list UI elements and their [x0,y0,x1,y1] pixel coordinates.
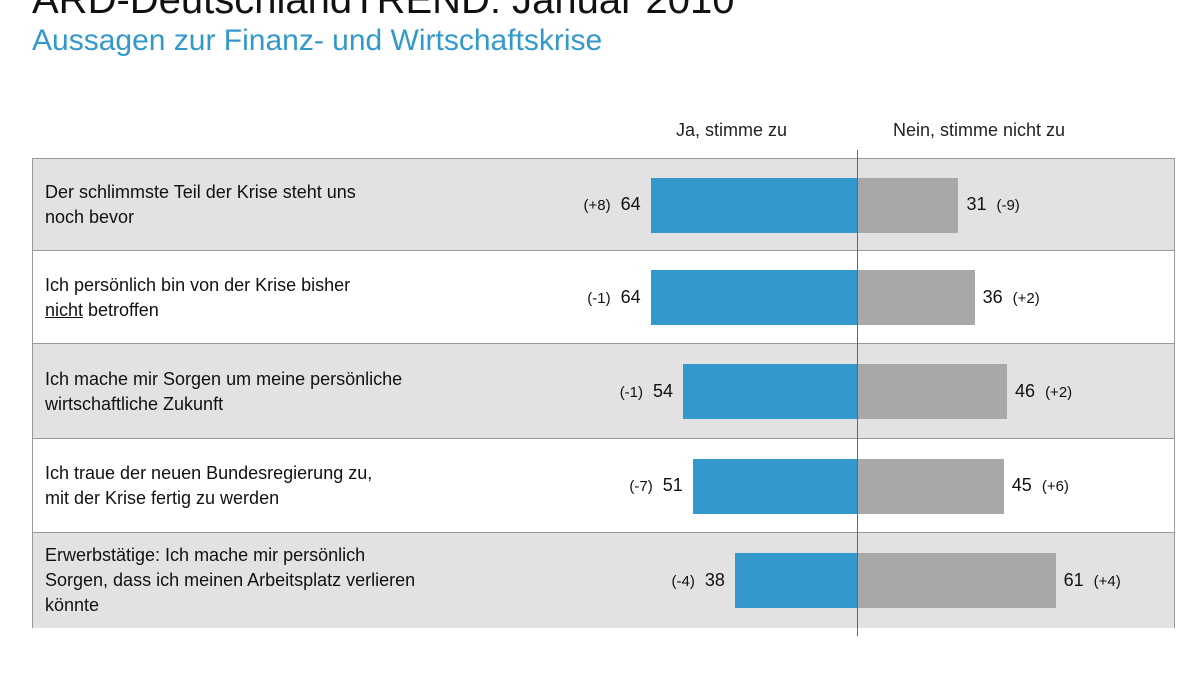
value-label-yes: (-7) 51 [629,475,683,495]
row-label: Ich mache mir Sorgen um meine persönlich… [45,368,403,414]
value-label-no: 45 (+6) [1011,475,1069,495]
bar-yes [683,364,858,419]
bar-no [858,458,1004,514]
value-label-no: 61 (+4) [1063,569,1121,590]
bar-no [858,177,959,233]
row-label: Der schlimmste Teil der Krise steht uns n… [45,182,356,227]
value-label-no: 36 (+2) [982,286,1040,307]
bar-yes [650,270,858,325]
value-label-yes: (-4) 38 [671,569,725,590]
chart-table: Der schlimmste Teil der Krise steht uns n… [32,158,1175,628]
chart-subtitle: Aussagen zur Finanz- und Wirtschaftskris… [32,24,603,57]
table-row: Ich mache mir Sorgen um meine persönlich… [33,344,1174,439]
bar-yes [650,177,858,233]
value-label-yes: (-1) 54 [619,380,674,401]
legend-no: Nein, stimme nicht zu [893,120,1066,140]
legend-yes: Ja, stimme zu [676,120,788,140]
row-label: Erwerbstätige: Ich mache mir persönlich S… [45,545,416,615]
bar-yes [734,553,858,608]
table-row: Erwerbstätige: Ich mache mir persönlich S… [33,533,1174,628]
bar-yes [692,458,858,514]
value-label-no: 46 (+2) [1015,380,1073,401]
bar-no [858,270,975,325]
row-label: Ich traue der neuen Bundesregierung zu, m… [45,463,373,508]
row-label: Ich persönlich bin von der Krise bisher n… [45,274,351,320]
value-label-yes: (+8) 64 [583,194,641,214]
value-label-yes: (-1) 64 [587,286,641,307]
center-axis [857,150,858,636]
chart-title: ARD-DeutschlandTREND: Januar 2010 [32,0,735,22]
value-label-no: 31 (-9) [966,194,1020,214]
bar-no [858,364,1008,419]
table-row: Ich persönlich bin von der Krise bisher n… [33,251,1174,344]
table-row: Der schlimmste Teil der Krise steht uns n… [33,159,1174,251]
table-row: Ich traue der neuen Bundesregierung zu, m… [33,439,1174,533]
bar-no [858,553,1056,608]
